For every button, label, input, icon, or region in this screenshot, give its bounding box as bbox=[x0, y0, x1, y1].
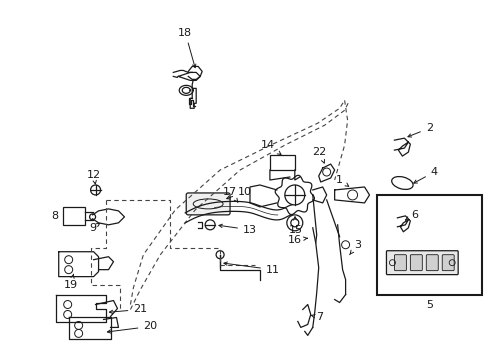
Text: 13: 13 bbox=[219, 224, 257, 235]
Text: 2: 2 bbox=[407, 123, 432, 137]
Text: 11: 11 bbox=[224, 262, 279, 275]
Bar bbox=[269, 155, 294, 170]
Text: 6: 6 bbox=[405, 210, 417, 220]
Text: 1: 1 bbox=[335, 175, 348, 186]
Text: 21: 21 bbox=[109, 305, 147, 315]
Text: 22: 22 bbox=[312, 147, 326, 163]
Text: 17: 17 bbox=[223, 187, 237, 202]
FancyBboxPatch shape bbox=[186, 193, 229, 215]
Text: 20: 20 bbox=[107, 321, 157, 333]
Text: 7: 7 bbox=[310, 312, 323, 323]
Text: 12: 12 bbox=[86, 170, 101, 184]
Text: 5: 5 bbox=[425, 300, 432, 310]
FancyBboxPatch shape bbox=[394, 255, 406, 271]
FancyBboxPatch shape bbox=[441, 255, 453, 271]
FancyBboxPatch shape bbox=[409, 255, 422, 271]
Text: 18: 18 bbox=[178, 28, 195, 68]
Text: 15: 15 bbox=[288, 217, 302, 235]
Text: 8: 8 bbox=[51, 211, 58, 221]
Text: 19: 19 bbox=[63, 274, 78, 289]
Text: 4: 4 bbox=[413, 167, 437, 183]
FancyBboxPatch shape bbox=[426, 255, 437, 271]
Text: 16: 16 bbox=[287, 235, 307, 245]
Text: 10: 10 bbox=[226, 187, 251, 199]
Bar bbox=[62, 207, 84, 225]
Text: 3: 3 bbox=[349, 240, 360, 255]
FancyBboxPatch shape bbox=[386, 251, 457, 275]
Bar bbox=[377, 195, 481, 294]
Text: 9: 9 bbox=[89, 223, 100, 233]
Text: 14: 14 bbox=[260, 140, 281, 154]
